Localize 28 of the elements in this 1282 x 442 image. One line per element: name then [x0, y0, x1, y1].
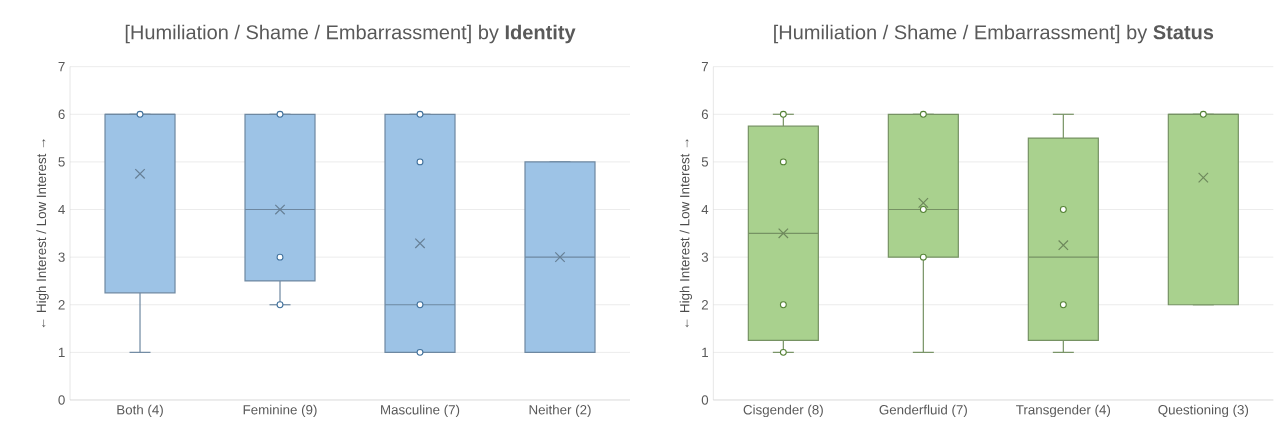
y-tick-label: 6 — [58, 109, 65, 119]
y-tick-label: 7 — [58, 62, 65, 72]
x-tick-label: Genderfluid (7) — [879, 404, 967, 418]
y-tick-label: 2 — [58, 300, 65, 310]
y-axis-title: ← High Interest / Low Interest → — [679, 139, 693, 328]
x-tick-label: Transgender (4) — [1016, 404, 1111, 418]
x-tick-label: Feminine (9) — [243, 404, 317, 418]
x-tick-label: Masculine (7) — [381, 404, 460, 418]
chart-title: [Humiliation / Shame / Embarrassment] by Identity — [125, 24, 576, 44]
y-tick-label: 2 — [701, 300, 708, 310]
y-tick-label: 6 — [701, 109, 709, 119]
y-tick-label: 5 — [58, 157, 65, 167]
y-axis-title: ← High Interest / Low Interest → — [36, 139, 49, 328]
y-tick-label: 1 — [58, 347, 65, 357]
y-tick-label: 7 — [701, 62, 708, 72]
y-tick-label: 4 — [58, 204, 65, 215]
y-tick-label: 3 — [701, 252, 709, 262]
x-tick-label: Neither (2) — [529, 404, 591, 418]
y-tick-label: 5 — [701, 157, 709, 167]
x-tick-label: Cisgender (8) — [743, 404, 823, 418]
chart-title: [Humiliation / Shame / Embarrassment] by Status — [774, 24, 1214, 44]
y-tick-label: 1 — [702, 347, 708, 357]
y-tick-label: 3 — [58, 252, 65, 262]
x-tick-label: Questioning (3) — [1158, 404, 1249, 418]
y-tick-label: 0 — [58, 395, 65, 405]
x-tick-label: Both (4) — [117, 404, 163, 418]
y-tick-label: 0 — [701, 395, 709, 405]
y-tick-label: 4 — [701, 204, 709, 215]
